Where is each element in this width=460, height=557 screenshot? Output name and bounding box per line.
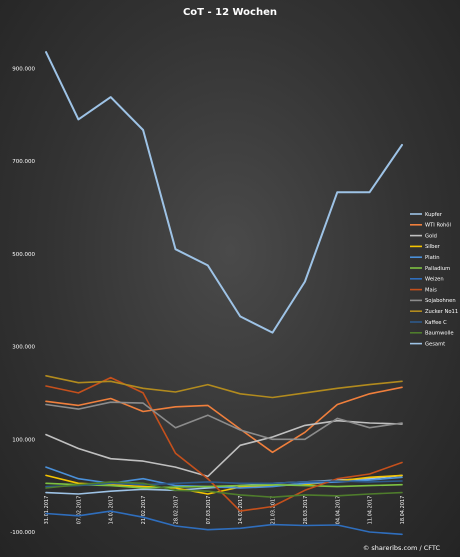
x-tick-label: 07.03.2017 [206,496,212,525]
series-line-mais [45,376,403,512]
legend-label: Sojabohnen [425,298,456,304]
series-line-baumwolle [45,481,403,499]
x-tick-label: 07.02.2017 [76,496,82,525]
x-tick-label: 11.04.2017 [368,496,374,525]
legend-label: Gesamt [425,341,445,347]
x-tick-label: 04.04.2017 [335,496,341,525]
legend-label: Weizen [425,277,444,283]
legend-label: Silber [425,244,441,250]
series-line-weizen [45,510,403,536]
series-line-kaffee-c [45,480,403,488]
y-tick-label: 900.000 [12,66,35,72]
series-line-gesamt [45,51,403,334]
x-tick-label: 28.03.2017 [303,496,309,525]
legend-label: Baumwolle [425,331,454,337]
legend-label: Zucker No11 [425,309,458,315]
y-tick-label: 100.000 [12,437,35,443]
legend-label: Kaffee C [425,320,447,326]
x-tick-label: 14.03.2017 [238,496,244,525]
series-line-wti-roh-l [45,386,403,454]
y-tick-label: 500.000 [12,252,35,258]
x-tick-label: 31.01.2017 [44,496,50,525]
x-axis-ticks: 31.01.2017 07.02.2017 14.02.2017 21.02.2017… [44,496,406,525]
series-lines [45,51,403,536]
y-tick-label: -100.000 [10,530,35,536]
series-line-palladium [45,482,403,489]
legend-label: Mais [425,287,437,293]
y-axis-ticks: -100.000 100.000 300.000 500.000 700.000 900.… [10,66,35,536]
y-tick-label: 300.000 [12,345,35,351]
legend-label: Gold [425,233,437,239]
legend-label: Platin [425,255,440,261]
series-line-sojabohnen [45,401,403,441]
x-tick-label: 14.02.2017 [109,496,115,525]
legend-label: WTI Rohöl [425,223,451,229]
x-tick-label: 18.04.2017 [400,496,406,525]
series-line-gold [45,419,403,478]
credit-text: © shareribs.com / CFTC [363,544,441,552]
chart-title: CoT - 12 Wochen [183,7,277,18]
x-tick-label: 21.02.2017 [141,496,147,525]
legend-label: Palladium [425,266,450,272]
legend-label: Kupfer [425,212,443,218]
y-tick-label: 700.000 [12,159,35,165]
series-line-zucker-no11 [45,374,403,399]
x-tick-label: 28.02.2017 [173,496,179,525]
legend: Kupfer WTI Rohöl Gold Silber Platin Palladium… [410,212,458,347]
x-tick-label: 21.03.2017 [271,496,277,525]
